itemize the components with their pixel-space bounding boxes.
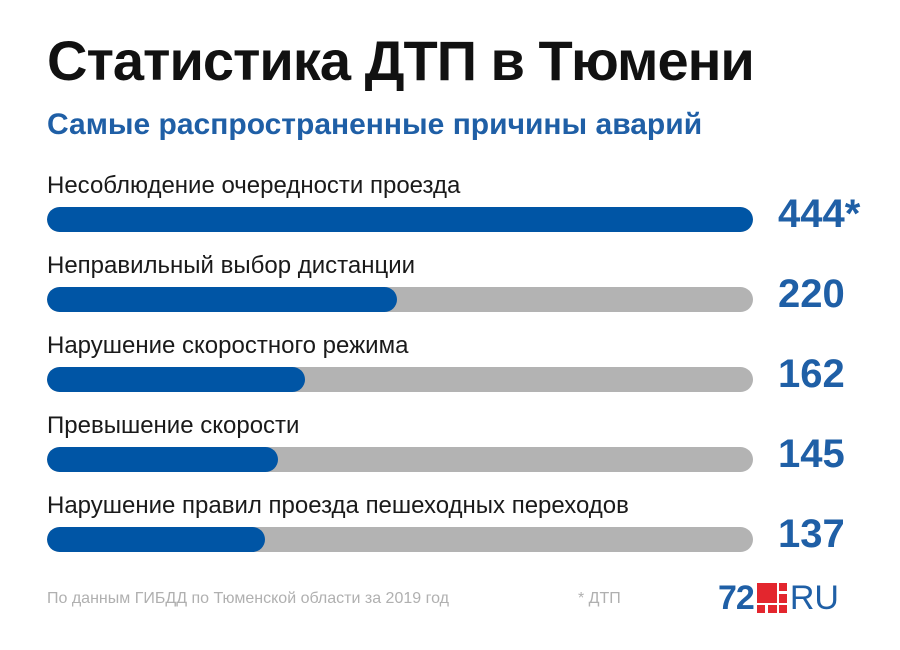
bar-track [47,287,753,312]
bar [47,527,265,552]
bar [47,287,397,312]
bar-value-label: 444* [778,192,861,236]
bar-label: Нарушение скоростного режима [47,332,409,359]
source-footnote: По данным ГИБДД по Тюменской области за … [47,590,449,607]
bar-label: Неправильный выбор дистанции [47,252,416,279]
chart-subtitle: Самые распространенные причины аварий [47,108,703,141]
brand-logo: 72 RU [718,578,839,618]
bar-value-label: 145 [778,432,845,476]
bar-track [47,367,753,392]
bar-label: Несоблюдение очередности проезда [47,172,461,199]
bar-value-label: 137 [778,512,845,556]
chart-title: Статистика ДТП в Тюмени [47,29,755,92]
logo-number: 72 [718,578,755,617]
bar-value-label: 220 [778,272,845,316]
bar-label: Превышение скорости [47,412,300,439]
bar [47,207,753,232]
logo-suffix: RU [789,578,839,617]
bar [47,367,305,392]
bar [47,447,278,472]
bar-label: Нарушение правил проезда пешеходных пере… [47,492,629,519]
bar-track [47,447,753,472]
bar-track [47,527,753,552]
bar-track [47,207,753,232]
asterisk-footnote: * ДТП [578,590,621,607]
bar-value-label: 162 [778,352,845,396]
logo-squares-icon [756,583,787,613]
